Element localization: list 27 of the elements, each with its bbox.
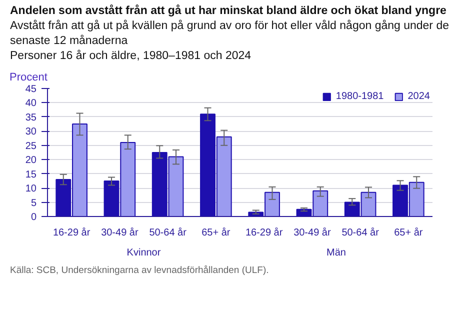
y-axis-title: Procent — [10, 72, 48, 84]
text: Personer 16 år och äldre, 1980–1981 och 2024 — [10, 50, 252, 62]
legend-label: 2024 — [408, 90, 430, 102]
x-tick-label: 50-64 år — [149, 226, 188, 238]
y-tick-label: 15 — [25, 169, 37, 180]
x-tick-label: 30-49 år — [101, 226, 139, 238]
x-tick-label: 50-64 år — [342, 226, 380, 238]
text: Källa: SCB, Undersökningarna av levnadsförhållanden (ULF). — [10, 264, 269, 278]
x-tick-label: 65+ år — [394, 226, 424, 238]
y-tick-label: 40 — [25, 98, 37, 110]
y-tick-label: 20 — [25, 155, 37, 166]
legend-label: 1980-1981 — [336, 90, 384, 102]
chart-title: Andelen som avstått från att gå ut har minskat bland äldre och ökat bland yngre — [10, 5, 446, 17]
text: Män — [326, 248, 346, 258]
text: Kvinnor — [126, 248, 162, 258]
y-tick-label: 45 — [25, 84, 37, 95]
x-tick-label: 16-29 år — [52, 226, 91, 238]
y-tick-label: 5 — [30, 198, 37, 209]
y-tick-label: 10 — [25, 184, 37, 195]
y-tick-label: 25 — [25, 140, 37, 152]
chart-subtitle: Avstått från att gå ut på kvällen på grund av oro för hot eller våld någon gång under de senaste 12 månaderna — [10, 20, 449, 47]
x-tick-label: 16-29 år — [245, 226, 284, 238]
y-tick-label: 0 — [30, 212, 37, 223]
y-tick-label: 30 — [25, 126, 37, 138]
y-tick-label: 35 — [25, 112, 37, 124]
x-tick-label: 30-49 år — [294, 226, 332, 238]
x-tick-label: 65+ år — [202, 226, 231, 238]
